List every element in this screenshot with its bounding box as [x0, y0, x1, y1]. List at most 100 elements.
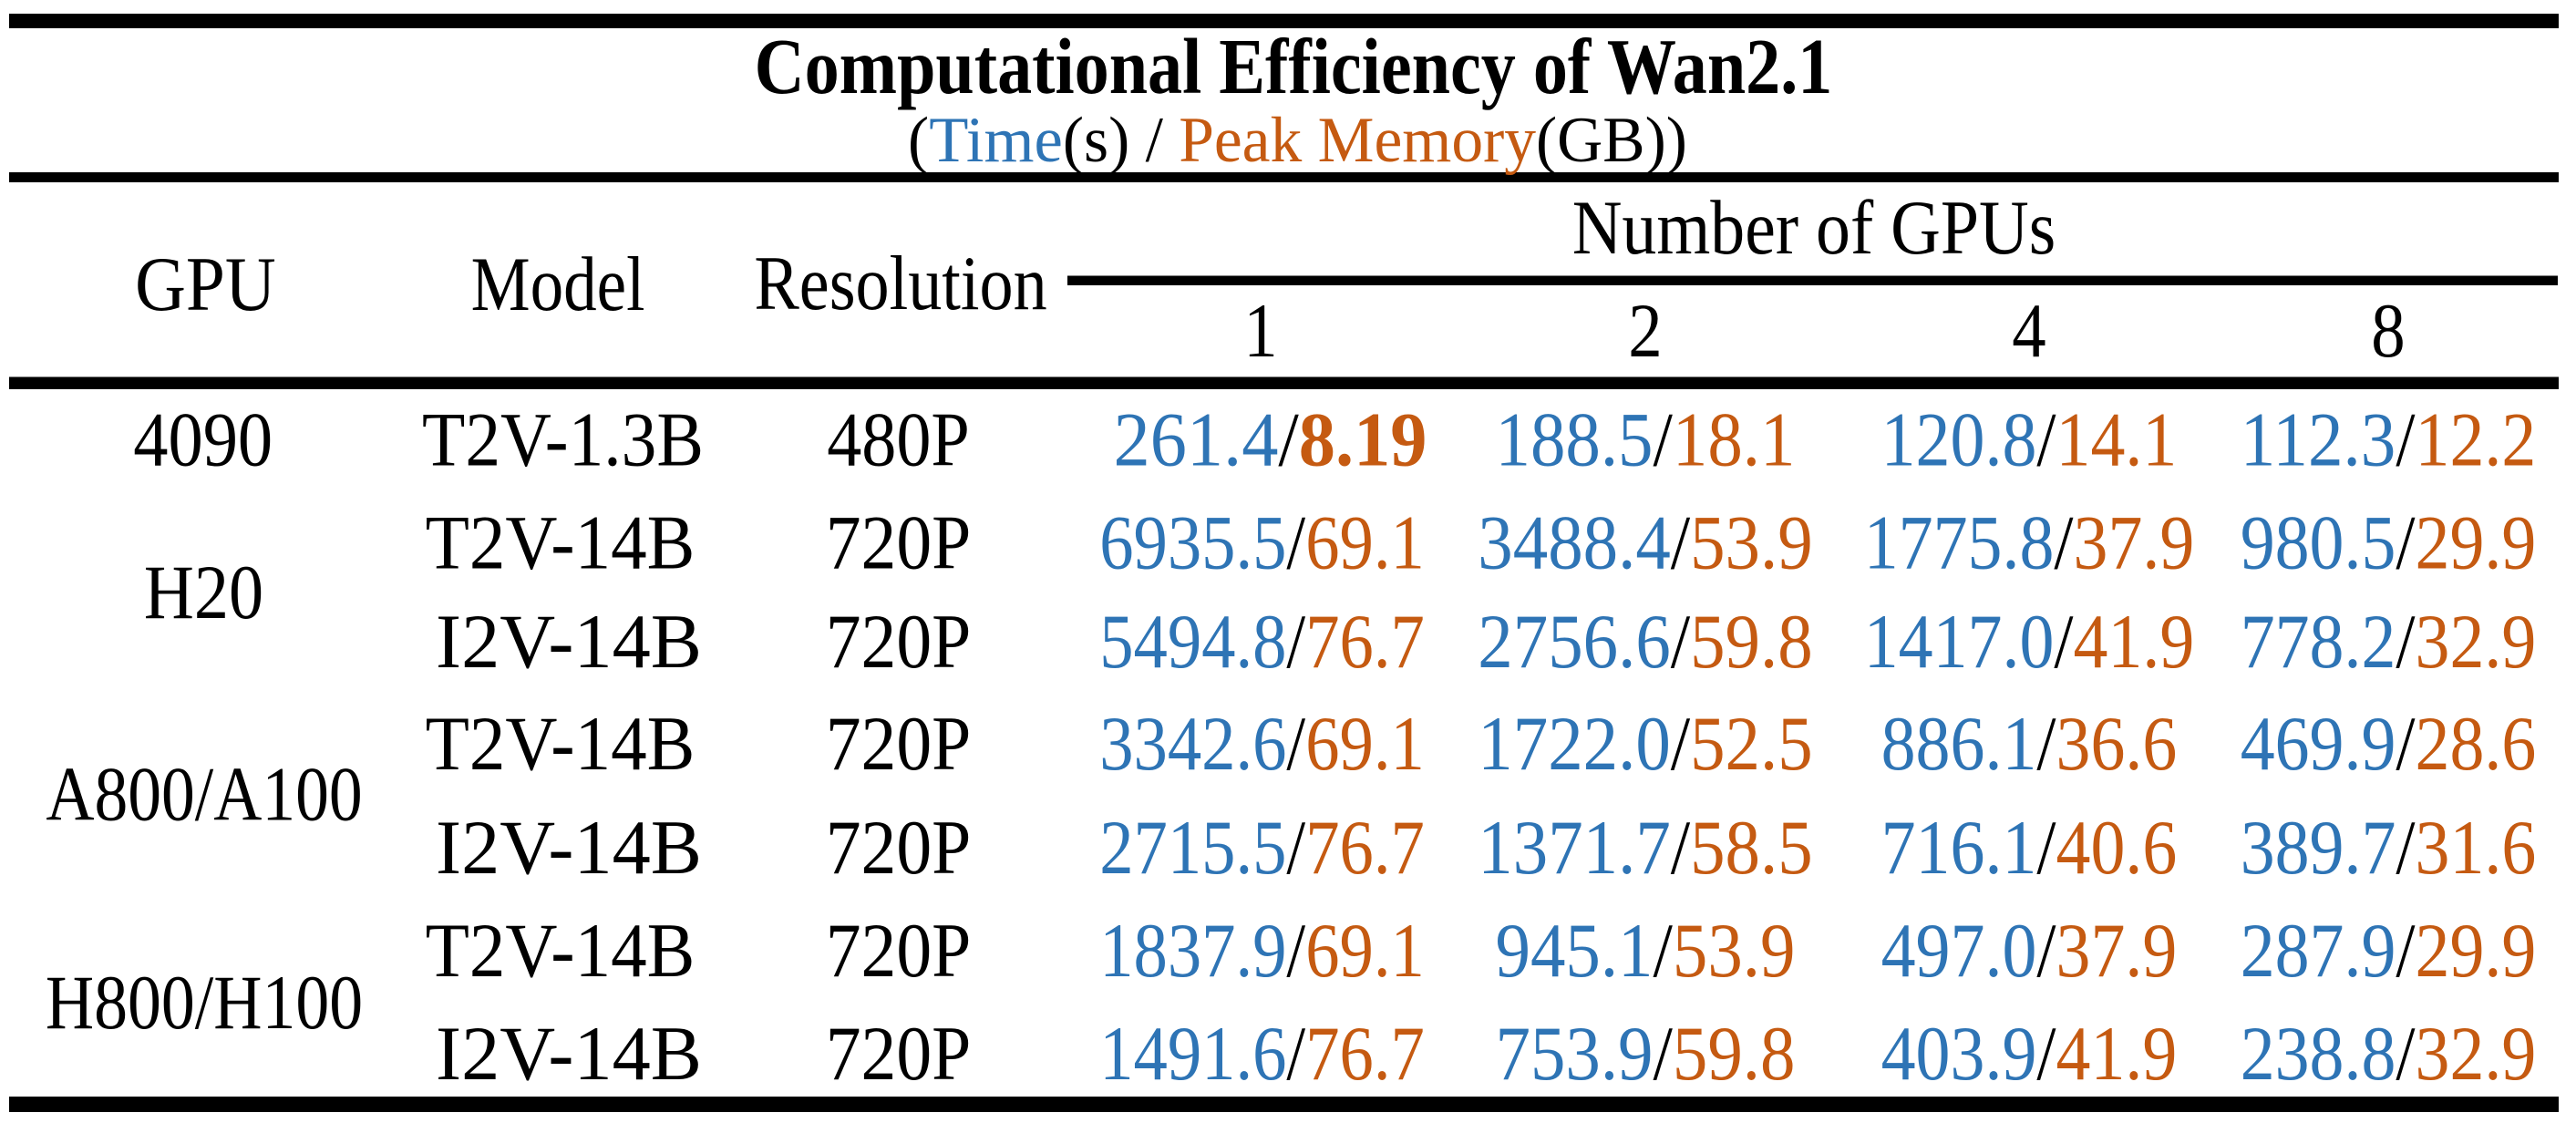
svg-text:1775.8: 1775.8: [1864, 500, 2055, 586]
svg-text:/: /: [1671, 500, 1691, 586]
svg-text:753.9: 753.9: [1496, 1011, 1654, 1097]
svg-text:469.9: 469.9: [2241, 701, 2396, 787]
svg-text:720P: 720P: [826, 805, 972, 891]
svg-text:31.6: 31.6: [2416, 805, 2537, 891]
svg-text:/: /: [2036, 908, 2056, 994]
svg-text:69.1: 69.1: [1305, 908, 1425, 994]
svg-text:18.1: 18.1: [1673, 397, 1796, 483]
svg-text:/: /: [1654, 1011, 1674, 1097]
svg-text:/: /: [1286, 599, 1305, 685]
svg-text:4: 4: [2012, 288, 2045, 374]
svg-text:/: /: [2396, 908, 2415, 994]
svg-text:716.1: 716.1: [1881, 805, 2037, 891]
svg-text:5494.8: 5494.8: [1099, 599, 1286, 685]
svg-text:112.3: 112.3: [2241, 397, 2396, 483]
svg-text:720P: 720P: [826, 599, 972, 685]
svg-text:28.6: 28.6: [2416, 701, 2537, 787]
svg-text:/: /: [2036, 397, 2056, 483]
svg-text:76.7: 76.7: [1305, 1011, 1425, 1097]
svg-text:497.0: 497.0: [1881, 908, 2037, 994]
svg-text:3488.4: 3488.4: [1478, 500, 1671, 586]
svg-text:/: /: [2396, 500, 2415, 586]
svg-text:/: /: [2396, 805, 2415, 891]
svg-text:4090: 4090: [133, 397, 273, 483]
svg-text:H800/H100: H800/H100: [46, 960, 363, 1046]
svg-text:720P: 720P: [826, 701, 972, 787]
svg-text:I2V-14B: I2V-14B: [436, 599, 702, 685]
svg-text:29.9: 29.9: [2416, 500, 2537, 586]
svg-text:14.1: 14.1: [2056, 397, 2178, 483]
svg-text:/: /: [1278, 397, 1299, 483]
svg-text:/: /: [1286, 500, 1305, 586]
svg-text:1722.0: 1722.0: [1478, 701, 1671, 787]
svg-text:/: /: [1654, 908, 1674, 994]
svg-text:287.9: 287.9: [2241, 908, 2396, 994]
svg-text:69.1: 69.1: [1305, 500, 1425, 586]
svg-text:1837.9: 1837.9: [1099, 908, 1286, 994]
svg-text:H20: H20: [144, 550, 263, 635]
svg-text:1371.7: 1371.7: [1478, 805, 1671, 891]
svg-text:/: /: [2396, 397, 2415, 483]
svg-text:69.1: 69.1: [1305, 701, 1425, 787]
svg-text:T2V-14B: T2V-14B: [426, 500, 696, 586]
svg-text:37.9: 37.9: [2074, 500, 2195, 586]
svg-text:GPU: GPU: [135, 242, 276, 327]
svg-text:41.9: 41.9: [2056, 1011, 2178, 1097]
svg-text:52.5: 52.5: [1690, 701, 1813, 787]
svg-text:/: /: [1286, 1011, 1305, 1097]
svg-text:6935.5: 6935.5: [1099, 500, 1286, 586]
svg-text:261.4: 261.4: [1114, 397, 1279, 483]
svg-text:720P: 720P: [826, 500, 972, 586]
svg-text:76.7: 76.7: [1305, 599, 1425, 685]
svg-text:980.5: 980.5: [2241, 500, 2396, 586]
svg-text:T2V-14B: T2V-14B: [426, 908, 696, 994]
svg-text:T2V-14B: T2V-14B: [426, 701, 696, 787]
svg-text:/: /: [1671, 701, 1691, 787]
svg-text:Model: Model: [471, 242, 645, 327]
svg-text:/: /: [1286, 908, 1305, 994]
svg-text:(: (: [908, 105, 929, 176]
svg-text:32.9: 32.9: [2416, 599, 2537, 685]
svg-text:Number of GPUs: Number of GPUs: [1572, 185, 2056, 271]
svg-text:2715.5: 2715.5: [1099, 805, 1286, 891]
svg-text:58.5: 58.5: [1690, 805, 1813, 891]
svg-text:389.7: 389.7: [2241, 805, 2396, 891]
svg-text:59.8: 59.8: [1673, 1011, 1796, 1097]
svg-text:/: /: [2396, 599, 2415, 685]
svg-text:A800/A100: A800/A100: [46, 752, 362, 838]
svg-text:3342.6: 3342.6: [1099, 701, 1286, 787]
svg-text:/: /: [1654, 397, 1674, 483]
svg-text:37.9: 37.9: [2056, 908, 2178, 994]
svg-text:Computational Efficiency of Wa: Computational Efficiency of Wan2.1: [755, 22, 1833, 110]
svg-text:/: /: [2396, 701, 2415, 787]
svg-text:/: /: [2054, 599, 2073, 685]
svg-text:(GB)): (GB)): [1536, 105, 1687, 176]
svg-text:/: /: [1286, 805, 1305, 891]
svg-text:40.6: 40.6: [2056, 805, 2178, 891]
svg-text:778.2: 778.2: [2241, 599, 2396, 685]
svg-text:480P: 480P: [827, 397, 970, 483]
svg-text:720P: 720P: [826, 1011, 972, 1097]
svg-text:59.8: 59.8: [1690, 599, 1813, 685]
svg-text:188.5: 188.5: [1496, 397, 1654, 483]
svg-text:120.8: 120.8: [1881, 397, 2037, 483]
svg-text:2: 2: [1628, 288, 1662, 374]
svg-text:2756.6: 2756.6: [1478, 599, 1671, 685]
svg-text:1417.0: 1417.0: [1864, 599, 2055, 685]
svg-text:8: 8: [2371, 288, 2405, 374]
svg-text:Time: Time: [929, 105, 1063, 176]
svg-text:/: /: [2054, 500, 2073, 586]
svg-text:/: /: [2036, 1011, 2056, 1097]
svg-text:/: /: [1671, 805, 1691, 891]
svg-text:1: 1: [1243, 288, 1277, 374]
svg-text:36.6: 36.6: [2056, 701, 2178, 787]
svg-text:I2V-14B: I2V-14B: [436, 805, 702, 891]
svg-text:/: /: [1671, 599, 1691, 685]
svg-text:/: /: [2036, 805, 2056, 891]
svg-text:238.8: 238.8: [2241, 1011, 2396, 1097]
svg-text:Peak Memory: Peak Memory: [1179, 105, 1536, 176]
svg-text:720P: 720P: [826, 908, 972, 994]
svg-text:29.9: 29.9: [2416, 908, 2537, 994]
svg-text:403.9: 403.9: [1881, 1011, 2037, 1097]
svg-text:53.9: 53.9: [1690, 500, 1813, 586]
